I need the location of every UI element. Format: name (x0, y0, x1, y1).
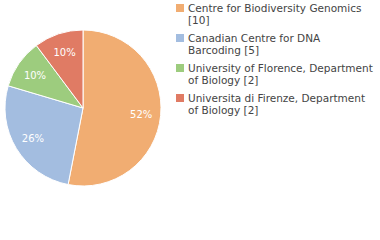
data-label: 10% (53, 47, 75, 58)
slices (5, 30, 161, 186)
data-labels: 52% 26% 10% 10% (22, 47, 152, 144)
legend-swatch (176, 94, 184, 102)
legend-swatch (176, 4, 184, 12)
data-label: 10% (24, 70, 46, 81)
chart: 52% 26% 10% 10% Centre for Biodiversity Geno… (0, 0, 380, 240)
legend: Centre for Biodiversity Genomics[10] Cana… (176, 2, 373, 116)
legend-label: University of Florence, Departmentof Bio… (188, 62, 373, 86)
legend-label: Universita di Firenze, Departmentof Biol… (188, 92, 365, 116)
data-label: 26% (22, 133, 44, 144)
data-label: 52% (130, 109, 152, 120)
legend-swatch (176, 64, 184, 72)
legend-label: Canadian Centre for DNABarcoding [5] (188, 32, 321, 56)
legend-label: Centre for Biodiversity Genomics[10] (188, 2, 361, 26)
legend-swatch (176, 34, 184, 42)
